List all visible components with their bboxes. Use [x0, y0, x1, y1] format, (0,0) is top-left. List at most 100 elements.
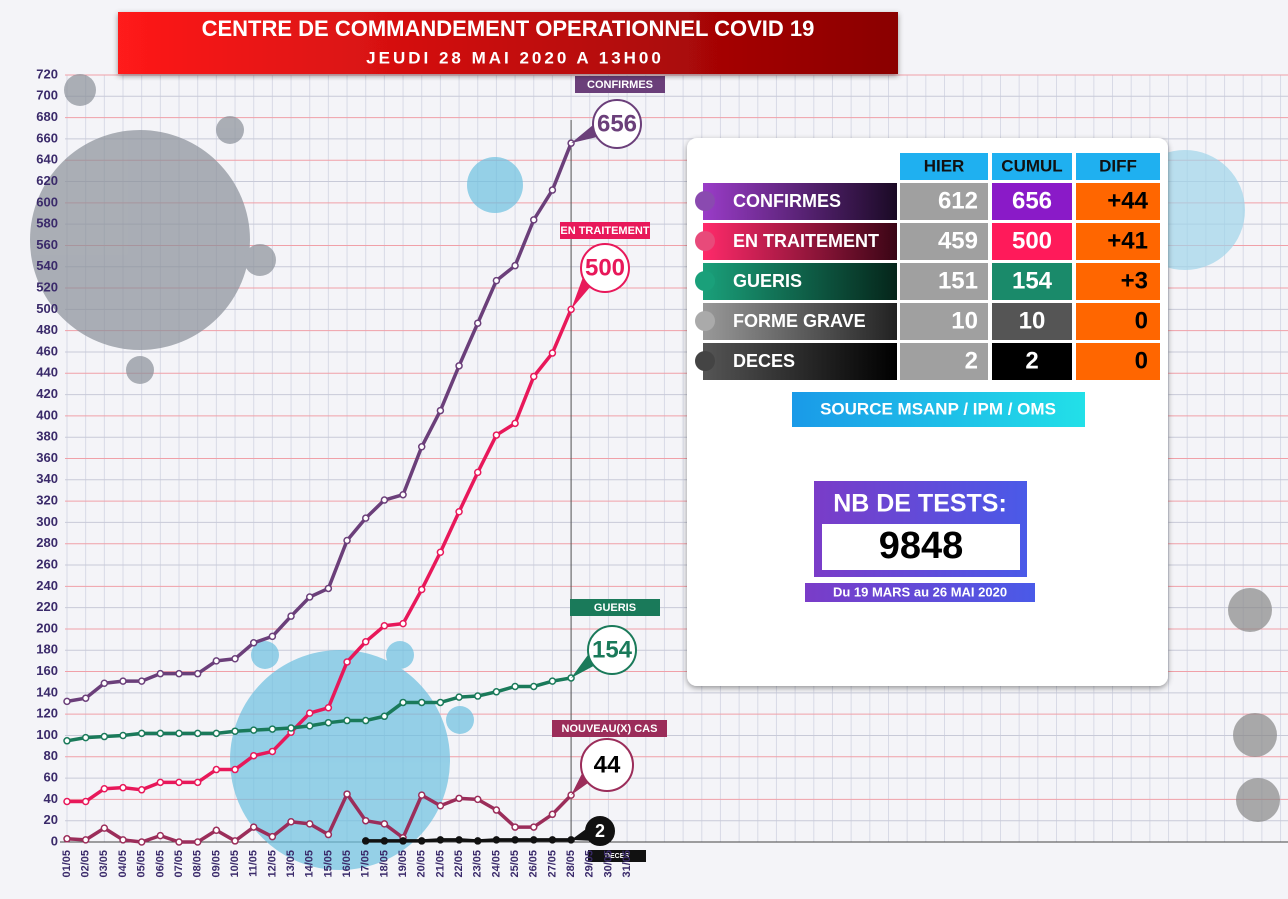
point — [324, 830, 333, 839]
point — [63, 835, 71, 843]
point — [156, 729, 165, 738]
point — [175, 778, 183, 787]
point — [455, 836, 463, 844]
point — [511, 419, 519, 428]
hier-cell — [900, 223, 988, 260]
y-tick-label: 420 — [36, 386, 58, 401]
point — [343, 536, 351, 545]
point — [305, 709, 314, 717]
x-tick-label: 15/05 — [322, 850, 334, 878]
point — [175, 729, 183, 738]
point — [81, 694, 90, 702]
point — [193, 838, 202, 846]
point — [361, 716, 370, 725]
callout — [587, 625, 637, 675]
y-tick-label: 620 — [36, 173, 58, 188]
header-text: HIER — [924, 156, 965, 175]
y-tick-label: 240 — [36, 578, 58, 593]
point — [81, 836, 90, 844]
x-tick-label: 26/05 — [528, 850, 540, 878]
x-tick-label: 30/05 — [602, 850, 614, 878]
diff-cell — [1076, 343, 1160, 380]
point — [548, 349, 557, 357]
point — [380, 820, 389, 828]
point — [473, 319, 482, 327]
x-tick-label: 02/05 — [80, 850, 92, 878]
point — [193, 778, 202, 787]
row-name-cell — [703, 343, 897, 380]
y-tick-label: 440 — [36, 365, 58, 380]
hier: 151 — [938, 267, 978, 294]
series-label: DECES — [605, 853, 629, 860]
point — [455, 508, 463, 516]
point — [81, 797, 90, 806]
hier: 2 — [965, 347, 978, 374]
series-label: EN TRAITEMENT — [560, 225, 650, 237]
hier: 10 — [951, 307, 978, 334]
diff-cell — [1076, 263, 1160, 300]
x-tick-label: 09/05 — [210, 850, 222, 878]
virus-decor — [30, 74, 1280, 870]
callout-value: 2 — [595, 821, 605, 841]
y-tick-label: 80 — [44, 748, 58, 763]
diff: +44 — [1107, 187, 1148, 214]
y-tick-label: 660 — [36, 130, 58, 145]
point — [380, 496, 389, 504]
point — [119, 731, 127, 740]
point — [417, 791, 426, 799]
point — [455, 693, 463, 701]
point — [324, 718, 333, 727]
point — [417, 837, 426, 845]
header-cell — [1076, 153, 1160, 180]
row-dot — [695, 351, 715, 371]
point — [548, 810, 557, 819]
tests-period: Du 19 MARS au 26 MAI 2020 — [833, 584, 1007, 599]
period-box — [805, 583, 1035, 602]
hier-cell — [900, 303, 988, 340]
point — [343, 790, 351, 798]
point — [100, 824, 109, 832]
point — [287, 612, 295, 620]
point — [361, 637, 370, 646]
row-name-cell — [703, 303, 897, 340]
row-name-cell — [703, 223, 897, 260]
series-line — [66, 792, 573, 844]
point — [305, 593, 314, 601]
point — [305, 722, 314, 730]
callout-value: 500 — [585, 254, 625, 281]
hier: 612 — [938, 187, 978, 214]
row-name: FORME GRAVE — [733, 311, 866, 331]
hier-cell — [900, 183, 988, 220]
x-tick-label: 27/05 — [546, 850, 558, 878]
point — [137, 838, 146, 846]
source: SOURCE MSANP / IPM / OMS — [820, 399, 1056, 418]
callout-value: 656 — [597, 110, 637, 137]
y-tick-label: 220 — [36, 599, 58, 614]
x-tick-label: 28/05 — [565, 850, 577, 878]
x-tick-label: 12/05 — [266, 850, 278, 878]
point — [548, 186, 557, 194]
cumul-cell — [992, 263, 1072, 300]
row-dot — [695, 311, 715, 331]
diff: 0 — [1135, 307, 1148, 334]
x-tick-label: 07/05 — [173, 850, 185, 878]
series-line — [365, 838, 572, 843]
y-tick-label: 540 — [36, 258, 58, 273]
hier-cell — [900, 263, 988, 300]
point — [156, 831, 165, 840]
point — [473, 692, 482, 700]
y-tick-label: 0 — [51, 833, 58, 848]
point — [492, 688, 501, 696]
point — [249, 751, 258, 760]
point — [324, 584, 333, 593]
series-label: CONFIRMES — [587, 79, 653, 91]
point — [399, 490, 407, 499]
point — [231, 837, 239, 845]
diff-cell — [1076, 183, 1160, 220]
y-tick-label: 520 — [36, 279, 58, 294]
source-box — [792, 392, 1085, 427]
point — [417, 585, 426, 594]
point — [268, 632, 277, 641]
row-name: DECES — [733, 351, 795, 371]
point — [156, 778, 165, 787]
